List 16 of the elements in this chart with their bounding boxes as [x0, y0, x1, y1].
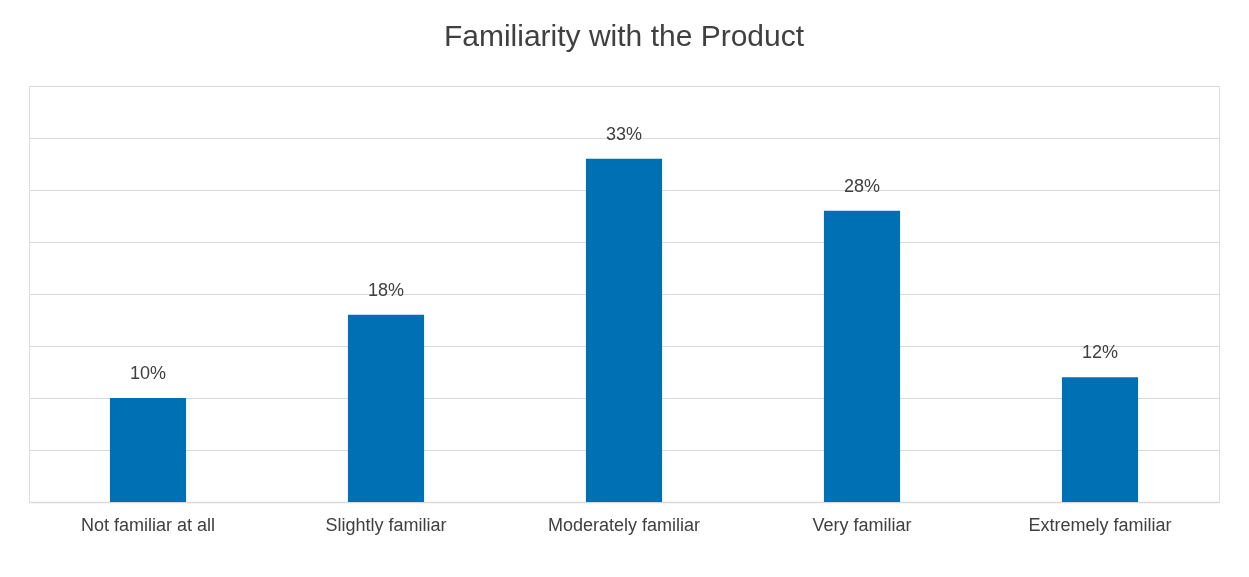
x-tick-label: Slightly familiar	[325, 514, 447, 535]
x-tick-label: Extremely familiar	[1028, 514, 1172, 535]
data-label: 10%	[129, 363, 167, 383]
x-tick-label: Not familiar at all	[80, 514, 216, 535]
bar	[823, 210, 901, 502]
chart-title: Familiarity with the Product	[443, 19, 805, 52]
data-label: 12%	[1081, 342, 1119, 363]
bar	[585, 158, 663, 502]
bar	[1061, 377, 1139, 502]
data-label: 33%	[605, 123, 643, 144]
data-label: 18%	[367, 279, 405, 300]
bar	[347, 314, 425, 502]
x-tick-label: Very familiar	[812, 514, 912, 535]
x-tick-label: Moderately familiar	[547, 514, 701, 535]
bar	[109, 398, 187, 502]
data-label: 28%	[843, 175, 881, 196]
